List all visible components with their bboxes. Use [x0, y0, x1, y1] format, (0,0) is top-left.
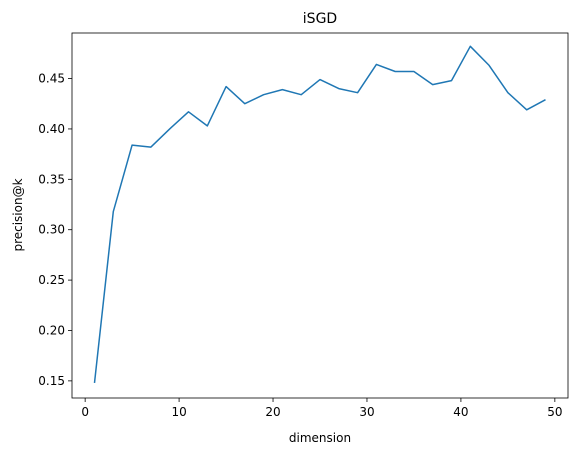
chart-title: iSGD: [303, 11, 337, 27]
x-tick-label: 0: [81, 405, 89, 419]
y-tick-label: 0.30: [38, 223, 65, 237]
y-tick-label: 0.25: [38, 273, 65, 287]
x-axis-label: dimension: [289, 431, 351, 445]
y-tick-label: 0.45: [38, 72, 65, 86]
plot-area: [72, 33, 568, 398]
y-axis-label: precision@k: [11, 178, 25, 251]
y-tick-label: 0.40: [38, 122, 65, 136]
x-tick-label: 40: [453, 405, 468, 419]
plot-frame: [71, 32, 569, 399]
x-tick-label: 10: [171, 405, 186, 419]
y-tick-label: 0.15: [38, 374, 65, 388]
ticks: 0 10 20 30 40 50 0.15 0.20 0.25 0.30 0.35 0.40 0.45: [38, 72, 562, 419]
x-tick-label: 20: [265, 405, 280, 419]
x-tick-label: 50: [547, 405, 562, 419]
x-tick-label: 30: [359, 405, 374, 419]
y-tick-label: 0.35: [38, 172, 65, 186]
y-tick-label: 0.20: [38, 323, 65, 337]
series-line: [93, 45, 546, 383]
